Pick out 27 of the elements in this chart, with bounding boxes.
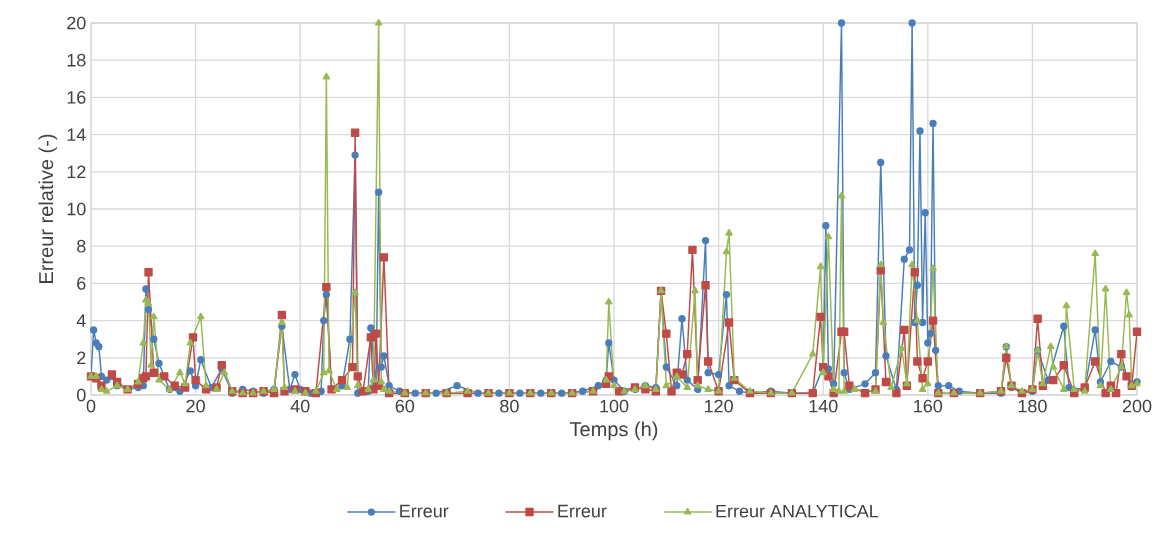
y-tick-label: 20 (67, 16, 86, 30)
x-tick-label: 140 (809, 399, 838, 413)
x-tick-label: 160 (914, 399, 943, 413)
x-tick-label: 80 (500, 399, 519, 413)
x-tick-label: 20 (186, 399, 205, 413)
y-tick-label: 0 (77, 388, 86, 402)
y-tick-label: 14 (67, 128, 86, 141)
y-axis-title: Erreur relative (-) (38, 134, 58, 283)
x-tick-label: 100 (600, 399, 629, 413)
x-tick-label: 200 (1122, 399, 1152, 413)
legend-label: Erreur (400, 504, 449, 518)
x-tick-label: 60 (395, 399, 415, 413)
y-tick-label: 8 (77, 239, 86, 253)
legend-label: Erreur ANALYTICAL (716, 504, 879, 518)
x-tick-label: 0 (86, 399, 96, 413)
y-tick-label: 12 (67, 165, 86, 179)
x-axis-title: Temps (h) (569, 421, 658, 441)
y-tick-label: 18 (67, 53, 86, 67)
y-tick-label: 4 (76, 314, 86, 327)
legend-label: Erreur (558, 504, 607, 518)
y-tick-label: 2 (77, 351, 86, 365)
x-tick-label: 180 (1018, 399, 1047, 413)
y-tick-label: 6 (77, 277, 86, 290)
y-tick-label: 10 (67, 202, 86, 216)
x-tick-label: 40 (290, 399, 310, 413)
x-tick-label: 120 (704, 399, 733, 413)
y-tick-label: 16 (67, 91, 86, 104)
